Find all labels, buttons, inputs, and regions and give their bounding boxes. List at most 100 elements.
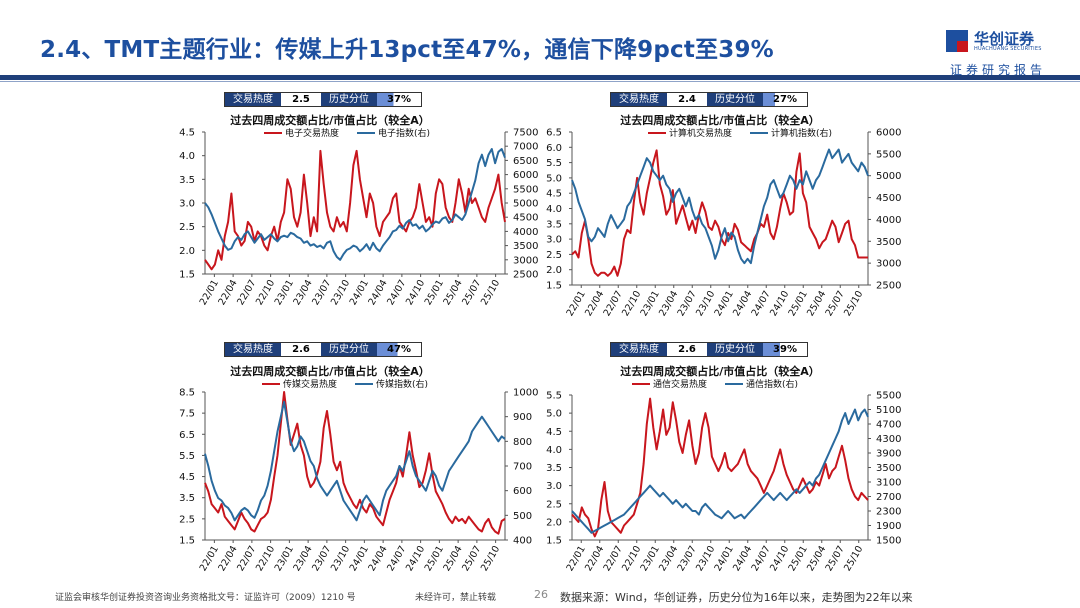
y-left-tick-label: 4.0 (546, 445, 562, 456)
x-tick-label: 25/01 (423, 278, 446, 307)
y-left-tick-label: 1.5 (546, 536, 562, 547)
x-tick-label: 25/01 (787, 544, 810, 573)
x-tick-label: 22/01 (198, 544, 221, 573)
hist-label: 历史分位 (707, 343, 763, 356)
x-tick-label: 23/01 (639, 289, 662, 318)
x-tick-label: 22/04 (217, 278, 240, 307)
x-tick-label: 25/04 (442, 278, 465, 307)
y-right-tick-label: 2500 (513, 270, 538, 281)
hist-label: 历史分位 (707, 93, 763, 106)
legend-swatch (725, 382, 744, 385)
hist-percentile: 27% (763, 93, 807, 106)
heat-value: 2.4 (667, 93, 707, 106)
x-tick-label: 22/10 (254, 278, 277, 307)
y-left-tick-label: 1.5 (546, 281, 562, 292)
y-left-tick-label: 5.5 (546, 391, 562, 402)
x-tick-label: 24/07 (385, 544, 408, 573)
y-left-tick-label: 6.5 (179, 430, 195, 441)
x-tick-label: 22/01 (565, 544, 588, 573)
y-left-tick-label: 6.0 (546, 143, 562, 154)
x-tick-label: 22/01 (198, 278, 221, 307)
y-right-tick-label: 2700 (876, 492, 901, 503)
x-tick-label: 23/01 (273, 278, 296, 307)
y-right-tick-label: 5500 (876, 391, 901, 402)
y-left-tick-label: 2.5 (179, 222, 195, 233)
y-left-tick-label: 3.0 (179, 199, 195, 210)
hist-label: 历史分位 (321, 93, 377, 106)
legend-item: 计算机指数(右) (750, 126, 832, 139)
series-line-heat (204, 391, 506, 535)
footer-copyright: 未经许可，禁止转载 (415, 593, 497, 603)
legend-label: 通信指数(右) (746, 380, 799, 390)
y-left-tick-label: 2.0 (179, 246, 195, 257)
y-left-tick-label: 2.5 (546, 250, 562, 261)
x-tick-label: 23/10 (694, 544, 717, 573)
heat-indicator: 交易热度 2.5 历史分位 37% (224, 92, 422, 107)
y-right-tick-label: 400 (513, 536, 532, 547)
x-tick-label: 22/07 (602, 289, 625, 318)
x-tick-label: 25/04 (805, 544, 828, 573)
x-tick-label: 23/07 (676, 289, 699, 318)
legend-item: 电子交易热度 (264, 126, 339, 139)
series-line-index (571, 148, 869, 265)
y-right-tick-label: 2500 (876, 281, 901, 292)
page-number: 26 (534, 588, 548, 601)
y-left-tick-label: 2.0 (546, 517, 562, 528)
x-tick-label: 22/04 (217, 544, 240, 573)
footer-license: 证监会审核华创证券投资咨询业务资格批文号：证监许可（2009）1210 号 (55, 593, 356, 603)
company-logo: 华创证券 HUACHUANG SECURITIES (946, 28, 1066, 54)
y-right-tick-label: 6000 (513, 170, 538, 181)
heat-value: 2.6 (281, 343, 321, 356)
x-tick-label: 23/10 (694, 289, 717, 318)
y-right-tick-label: 6500 (513, 156, 538, 167)
x-tick-label: 25/04 (805, 289, 828, 318)
x-tick-label: 24/07 (385, 278, 408, 307)
y-left-tick-label: 2.0 (546, 265, 562, 276)
y-right-tick-label: 7000 (513, 142, 538, 153)
y-left-tick-label: 4.0 (179, 151, 195, 162)
x-tick-label: 23/04 (657, 289, 680, 318)
heat-label: 交易热度 (225, 93, 281, 106)
y-left-tick-label: 3.5 (179, 175, 195, 186)
series-line-heat (571, 149, 868, 277)
y-right-tick-label: 7500 (513, 128, 538, 139)
report-tagline: 证券研究报告 (950, 63, 1047, 77)
chart-legend: 传媒交易热度 传媒指数(右) (262, 377, 428, 390)
x-tick-label: 24/10 (404, 544, 427, 573)
y-right-tick-label: 3500 (876, 463, 901, 474)
legend-label: 计算机交易热度 (669, 129, 733, 139)
x-tick-label: 24/01 (348, 544, 371, 573)
y-right-tick-label: 5000 (513, 199, 538, 210)
x-tick-label: 22/07 (235, 544, 258, 573)
chart-legend: 电子交易热度 电子指数(右) (264, 126, 430, 139)
x-tick-label: 25/07 (460, 544, 483, 573)
legend-label: 计算机指数(右) (771, 129, 833, 139)
y-left-tick-label: 5.5 (179, 451, 195, 462)
legend-item: 通信指数(右) (725, 377, 798, 390)
x-tick-label: 25/10 (842, 544, 865, 573)
legend-swatch (648, 131, 666, 134)
series-line-heat (571, 397, 869, 538)
x-tick-label: 22/07 (235, 278, 258, 307)
heat-label: 交易热度 (611, 93, 667, 106)
legend-swatch (750, 131, 769, 134)
x-tick-label: 23/04 (292, 278, 315, 307)
x-tick-label: 23/10 (329, 544, 352, 573)
legend-swatch (262, 382, 280, 385)
y-left-tick-label: 7.5 (179, 409, 195, 420)
y-left-tick-label: 1.5 (179, 536, 195, 547)
heat-label: 交易热度 (611, 343, 667, 356)
y-right-tick-label: 6000 (876, 128, 901, 139)
y-left-tick-label: 3.0 (546, 235, 562, 246)
x-tick-label: 25/10 (479, 278, 502, 307)
legend-swatch (632, 382, 650, 385)
series-line-index (204, 400, 506, 522)
y-right-tick-label: 4500 (513, 213, 538, 224)
y-right-tick-label: 5000 (876, 171, 901, 182)
series-line-heat (204, 149, 506, 271)
x-tick-label: 25/07 (824, 289, 847, 318)
heat-label: 交易热度 (225, 343, 281, 356)
y-left-tick-label: 5.5 (546, 158, 562, 169)
